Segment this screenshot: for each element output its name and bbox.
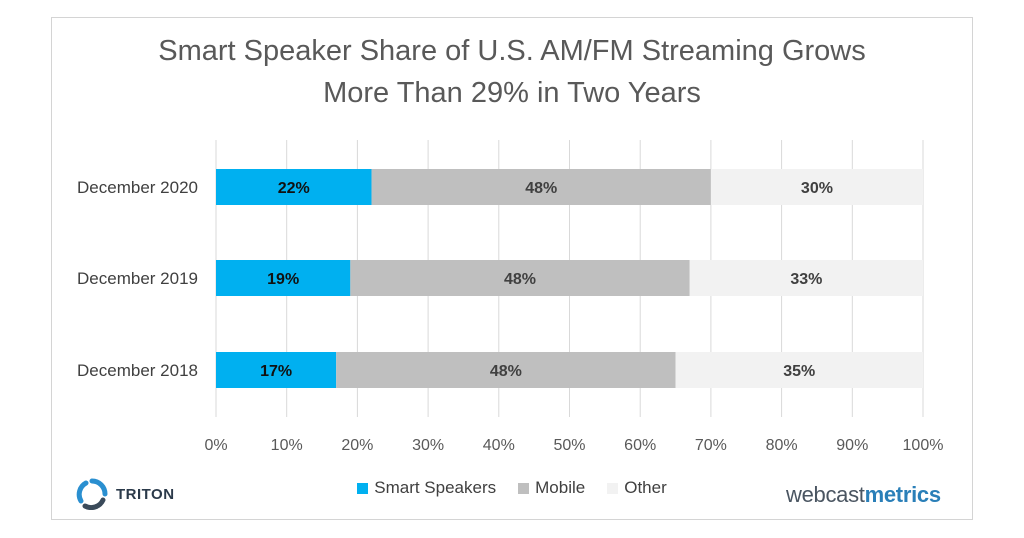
bar-segment	[336, 352, 676, 388]
webcastmetrics-logo: webcastmetrics	[786, 482, 941, 508]
data-label: 22%	[278, 180, 310, 197]
data-label: 30%	[801, 180, 833, 197]
legend-swatch-smart-speakers	[357, 482, 369, 494]
data-label: 48%	[504, 271, 536, 288]
legend-item-other: Other	[607, 478, 667, 498]
x-tick-label: 10%	[271, 437, 303, 454]
chart-frame	[51, 17, 973, 520]
x-tick-label: 0%	[204, 437, 227, 454]
triton-logo: TRITON	[76, 478, 175, 510]
data-label: 48%	[490, 363, 522, 380]
x-tick-label: 80%	[766, 437, 798, 454]
bar-segment	[350, 260, 690, 296]
legend-item-mobile: Mobile	[518, 478, 585, 498]
x-tick-label: 60%	[624, 437, 656, 454]
x-tick-label: 70%	[695, 437, 727, 454]
webcastmetrics-logo-suffix: metrics	[864, 482, 941, 507]
legend-item-smart-speakers: Smart Speakers	[357, 478, 496, 498]
chart-title: Smart Speaker Share of U.S. AM/FM Stream…	[0, 30, 1024, 114]
x-tick-label: 30%	[412, 437, 444, 454]
bar-segment	[371, 169, 711, 205]
category-label: December 2018	[77, 361, 198, 380]
bar-segment	[675, 352, 923, 388]
legend-swatch-mobile	[518, 482, 530, 494]
legend-label-smart-speakers: Smart Speakers	[374, 478, 497, 497]
legend-label-mobile: Mobile	[535, 478, 586, 497]
webcastmetrics-logo-prefix: webcast	[786, 482, 865, 507]
chart-title-line-2: More Than 29% in Two Years	[323, 77, 701, 109]
chart-legend: Smart Speakers Mobile Other	[0, 478, 1024, 498]
bar-segment	[216, 260, 351, 296]
bar-segment	[216, 352, 337, 388]
data-label: 19%	[267, 271, 299, 288]
x-tick-label: 100%	[903, 437, 944, 454]
x-tick-label: 50%	[553, 437, 585, 454]
legend-swatch-other	[607, 482, 619, 494]
data-label: 33%	[790, 271, 822, 288]
category-label: December 2019	[77, 269, 198, 288]
data-label: 35%	[783, 363, 815, 380]
data-label: 48%	[525, 180, 557, 197]
bar-segment	[710, 169, 923, 205]
legend-label-other: Other	[624, 478, 667, 497]
triton-logo-icon	[76, 478, 108, 510]
bar-segment	[689, 260, 923, 296]
x-tick-label: 20%	[341, 437, 373, 454]
category-label: December 2020	[77, 178, 198, 197]
x-tick-label: 90%	[836, 437, 868, 454]
x-tick-label: 40%	[483, 437, 515, 454]
chart-title-line-1: Smart Speaker Share of U.S. AM/FM Stream…	[158, 35, 866, 67]
triton-logo-text: TRITON	[116, 485, 175, 503]
data-label: 17%	[260, 363, 292, 380]
bar-segment	[216, 169, 372, 205]
